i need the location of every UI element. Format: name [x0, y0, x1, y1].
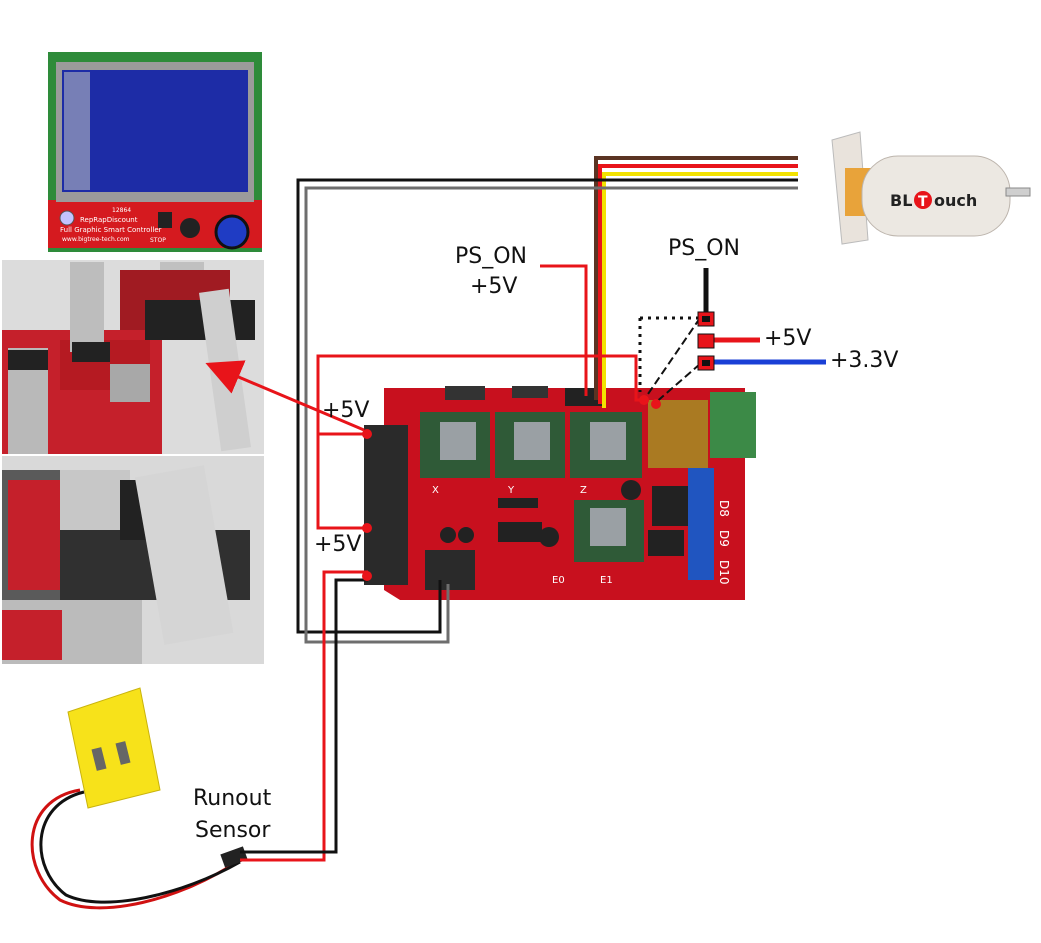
- lcd-brand-text: RepRapDiscount: [80, 216, 138, 224]
- wire-bltouch-brown: [594, 156, 798, 400]
- bltouch-brand-b: T: [918, 194, 928, 210]
- wire-5v-upper: [316, 354, 644, 436]
- bltouch-t-badge: [914, 191, 932, 209]
- lcd-sd-icon: [59, 210, 75, 226]
- ramps-board: D8 D9 D10 X Y Z E0 E1: [364, 386, 756, 600]
- lcd-controller: 12864 RepRapDiscount Full Graphic Smart …: [48, 52, 262, 252]
- bltouch-brand-a: BL: [890, 191, 912, 210]
- label-3v3-right: +3.3V: [830, 348, 899, 373]
- board-label-x: X: [432, 485, 439, 496]
- wire-bltouch-yellow: [602, 172, 798, 408]
- bltouch-brand-c: ouch: [934, 191, 977, 210]
- lcd-stop-text: STOP: [150, 237, 166, 244]
- wire-bltouch-gray: [304, 186, 798, 644]
- rotary-knob-icon: [214, 214, 250, 250]
- board-label-y: Y: [507, 485, 515, 496]
- board-label-z: Z: [580, 485, 587, 496]
- buzzer-icon: [180, 218, 200, 238]
- board-label-e1: E1: [600, 575, 613, 586]
- wire-5v-lower: [316, 356, 366, 530]
- photo-cable-top: [2, 260, 264, 454]
- lcd-product-text: Full Graphic Smart Controller: [60, 226, 162, 234]
- board-label-d10: D10: [717, 560, 731, 585]
- label-5v-upper: +5V: [322, 398, 370, 423]
- photo-cable-bottom: [2, 456, 264, 664]
- arrow-to-photo: [205, 360, 365, 432]
- label-runout-line1: Runout: [193, 786, 272, 811]
- board-label-d9: D9: [717, 530, 731, 547]
- label-5v-left: +5V: [470, 274, 518, 299]
- connector-pads: [362, 311, 715, 581]
- runout-sensor: [30, 687, 248, 910]
- wire-bltouch-black: [296, 178, 798, 634]
- wire-bltouch-red: [598, 164, 798, 404]
- board-label-e0: E0: [552, 575, 565, 586]
- wire-pson-left: [540, 264, 588, 396]
- board-label-d8: D8: [717, 500, 731, 517]
- label-ps-on-left: PS_ON: [455, 244, 528, 269]
- wires: [205, 156, 826, 862]
- bltouch-probe: BL T ouch: [831, 131, 1031, 245]
- wire-runout-red: [240, 570, 368, 862]
- label-5v-lower: +5V: [314, 532, 362, 557]
- lcd-site-text: www.bigtree-tech.com: [62, 236, 130, 243]
- lcd-model-text: 12864: [112, 207, 131, 214]
- label-runout-line2: Sensor: [195, 818, 271, 843]
- lcd-screen: [62, 70, 248, 192]
- label-5v-right: +5V: [764, 326, 812, 351]
- wire-runout-black: [240, 578, 368, 854]
- label-ps-on-right: PS_ON: [668, 236, 741, 261]
- stop-button: [158, 212, 172, 228]
